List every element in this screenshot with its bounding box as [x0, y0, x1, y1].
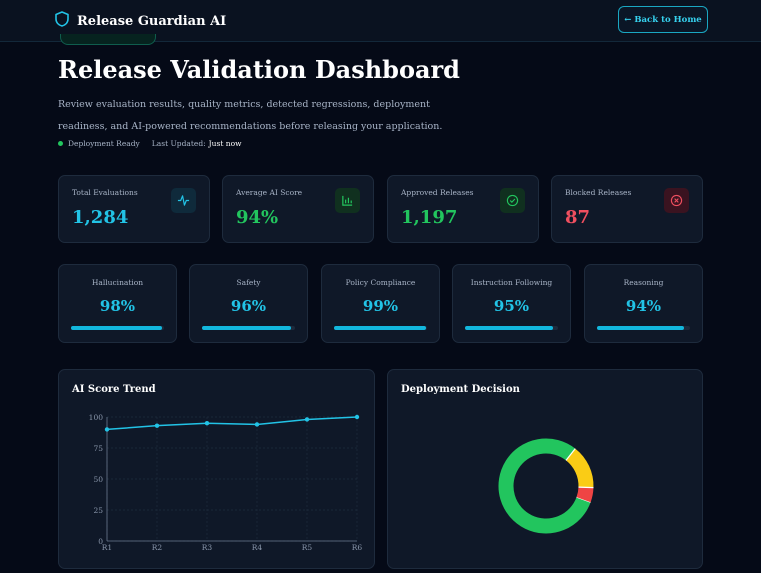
data-point[interactable] — [154, 423, 160, 428]
y-tick-label: 25 — [93, 506, 103, 515]
metric-value: 99% — [362, 297, 399, 315]
metric-card-instruction-following: Instruction Following 95% — [452, 264, 571, 343]
activity-icon — [171, 188, 196, 213]
metric-progress-fill — [334, 326, 427, 330]
metric-progress-track — [202, 326, 295, 330]
metric-label: Hallucination — [91, 278, 144, 287]
donut-slice[interactable] — [576, 486, 594, 503]
ai-score-trend-panel: AI Score Trend 0 25 50 75 100 R1 R2 R3 R4 R5 R6 — [58, 369, 375, 569]
metric-label: Reasoning — [623, 278, 664, 287]
status-dot — [58, 141, 63, 146]
metric-progress-track — [465, 326, 558, 330]
trend-line — [106, 416, 358, 431]
brand-title: Release Guardian AI — [77, 13, 227, 29]
stat-card-total-evaluations: Total Evaluations 1,284 — [58, 175, 210, 243]
ai-score-trend-chart: 0 25 50 75 100 R1 R2 R3 R4 R5 R6 — [89, 413, 363, 552]
stat-label: Approved Releases — [401, 188, 474, 197]
metric-card-safety: Safety 96% — [189, 264, 308, 343]
stat-value: 1,197 — [401, 207, 458, 228]
x-tick-label: R4 — [252, 543, 263, 552]
x-tick-label: R3 — [202, 543, 213, 552]
header-pill — [60, 34, 156, 45]
slice-separator — [578, 486, 594, 489]
deployment-decision-chart — [498, 438, 594, 534]
y-tick-label: 0 — [98, 537, 103, 546]
metric-value: 95% — [493, 297, 530, 315]
donut-slice[interactable] — [565, 448, 594, 488]
x-tick-label: R6 — [352, 543, 363, 552]
metric-label: Policy Compliance — [345, 278, 416, 287]
deployment-decision-panel: Deployment Decision — [387, 369, 703, 569]
metric-label: Safety — [236, 278, 261, 287]
metric-progress-track — [334, 326, 427, 330]
metric-card-hallucination: Hallucination 98% — [58, 264, 177, 343]
stat-value: 94% — [236, 207, 279, 228]
status-line: Deployment Ready Last Updated: Just now — [58, 139, 242, 148]
stat-card-average-ai-score: Average AI Score 94% — [222, 175, 374, 243]
metric-value: 94% — [625, 297, 662, 315]
data-point[interactable] — [304, 417, 310, 422]
y-tick-label: 100 — [89, 413, 104, 422]
panel-title: Deployment Decision — [401, 384, 520, 395]
x-circle-icon — [664, 188, 689, 213]
stat-label: Total Evaluations — [72, 188, 138, 197]
x-tick-label: R2 — [152, 543, 163, 552]
metric-progress-fill — [465, 326, 554, 330]
stat-card-approved-releases: Approved Releases 1,197 — [387, 175, 539, 243]
stat-card-blocked-releases: Blocked Releases 87 — [551, 175, 703, 243]
deployment-status: Deployment Ready — [68, 139, 140, 148]
donut-slice[interactable] — [498, 438, 591, 534]
x-tick-label: R5 — [302, 543, 313, 552]
bar-chart-icon — [335, 188, 360, 213]
stat-label: Average AI Score — [236, 188, 303, 197]
metric-progress-fill — [71, 326, 163, 330]
y-tick-label: 50 — [93, 475, 103, 484]
metric-label: Instruction Following — [470, 278, 553, 287]
check-circle-icon — [500, 188, 525, 213]
metric-progress-track — [71, 326, 164, 330]
page-description: Review evaluation results, quality metri… — [58, 99, 443, 132]
panel-title: AI Score Trend — [72, 384, 156, 395]
data-point[interactable] — [254, 422, 260, 427]
data-point[interactable] — [354, 414, 360, 420]
stat-label: Blocked Releases — [565, 188, 632, 197]
stat-value: 87 — [565, 207, 591, 228]
metric-progress-fill — [597, 326, 685, 330]
metric-card-policy-compliance: Policy Compliance 99% — [321, 264, 440, 343]
brand[interactable]: Release Guardian AI — [55, 11, 226, 31]
page-title: Release Validation Dashboard — [58, 55, 460, 84]
x-tick-label: R1 — [102, 543, 112, 552]
y-tick-label: 75 — [93, 444, 103, 453]
metric-progress-fill — [202, 326, 292, 330]
metric-card-reasoning: Reasoning 94% — [584, 264, 703, 343]
metric-progress-track — [597, 326, 690, 330]
shield-icon — [55, 11, 69, 31]
last-updated-label: Last Updated: — [151, 139, 206, 148]
stat-value: 1,284 — [72, 207, 129, 228]
metric-value: 96% — [230, 297, 267, 315]
slice-separator — [565, 448, 576, 461]
last-updated-value: Just now — [208, 139, 242, 148]
metric-value: 98% — [99, 297, 136, 315]
data-point[interactable] — [104, 427, 110, 432]
data-point[interactable] — [204, 421, 210, 426]
back-to-home-button[interactable]: ← Back to Home — [618, 6, 708, 33]
